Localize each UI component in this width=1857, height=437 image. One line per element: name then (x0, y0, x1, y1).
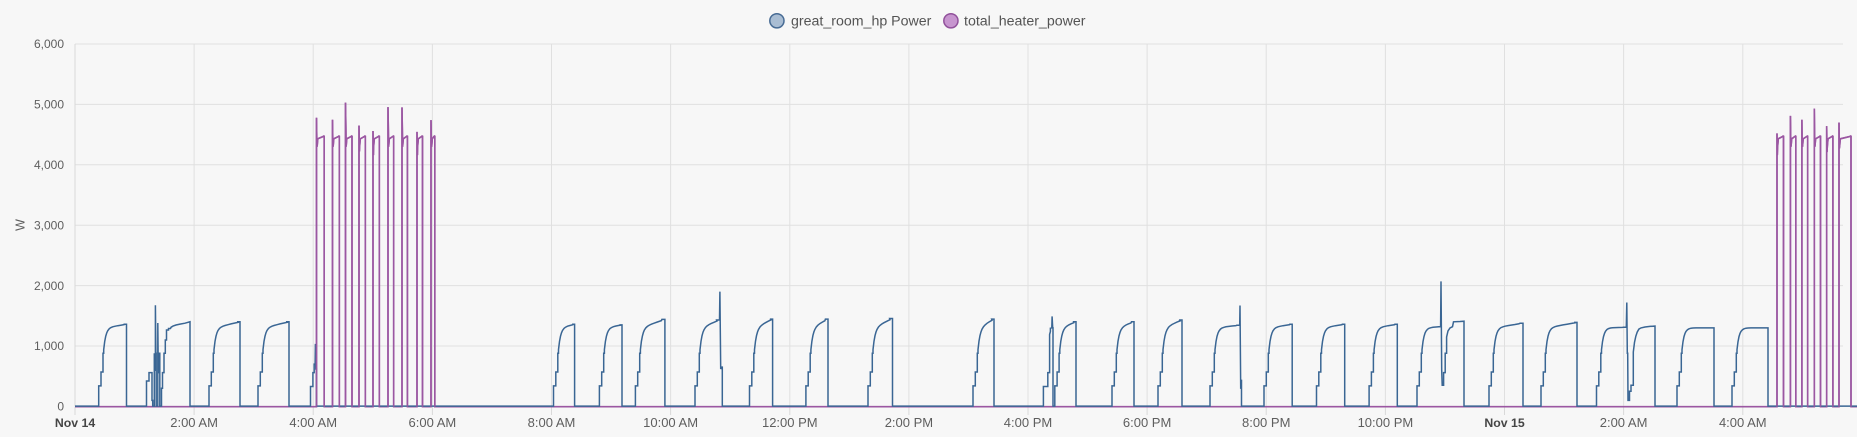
svg-text:4:00 AM: 4:00 AM (1719, 415, 1767, 430)
svg-text:4:00 AM: 4:00 AM (289, 415, 337, 430)
svg-text:2,000: 2,000 (34, 279, 64, 293)
svg-text:2:00 AM: 2:00 AM (170, 415, 218, 430)
svg-text:2:00 AM: 2:00 AM (1600, 415, 1648, 430)
svg-text:Nov 14: Nov 14 (55, 416, 95, 430)
svg-text:12:00 PM: 12:00 PM (762, 415, 818, 430)
svg-text:total_heater_power: total_heater_power (964, 14, 1086, 30)
svg-text:0: 0 (57, 400, 64, 414)
svg-text:2:00 PM: 2:00 PM (885, 415, 933, 430)
svg-text:great_room_hp Power: great_room_hp Power (791, 14, 932, 30)
svg-text:10:00 AM: 10:00 AM (643, 415, 698, 430)
svg-text:W: W (14, 219, 28, 231)
svg-text:4:00 PM: 4:00 PM (1004, 415, 1052, 430)
svg-text:6:00 AM: 6:00 AM (409, 415, 457, 430)
svg-text:10:00 PM: 10:00 PM (1358, 415, 1414, 430)
svg-text:4,000: 4,000 (34, 158, 64, 172)
svg-text:8:00 PM: 8:00 PM (1242, 415, 1290, 430)
svg-text:1,000: 1,000 (34, 339, 64, 353)
svg-text:6:00 PM: 6:00 PM (1123, 415, 1171, 430)
svg-text:6,000: 6,000 (34, 37, 64, 51)
svg-text:3,000: 3,000 (34, 218, 64, 232)
svg-text:5,000: 5,000 (34, 98, 64, 112)
svg-text:8:00 AM: 8:00 AM (528, 415, 576, 430)
svg-text:Nov 15: Nov 15 (1484, 416, 1524, 430)
